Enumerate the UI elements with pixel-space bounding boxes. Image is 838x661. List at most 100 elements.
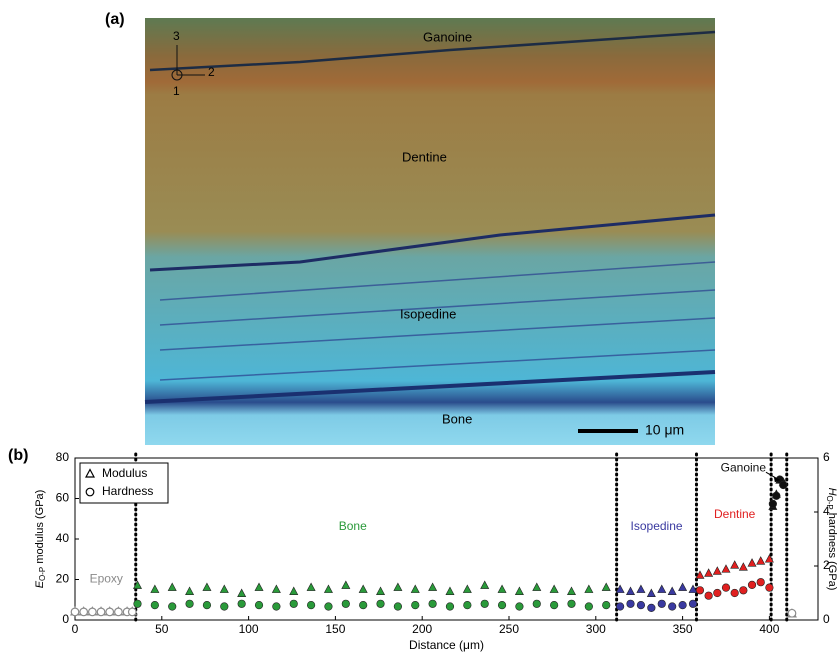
hardness-point bbox=[584, 602, 593, 611]
hardness-point bbox=[713, 588, 722, 598]
axis-symbol: H bbox=[826, 488, 838, 496]
modulus-point bbox=[764, 554, 774, 563]
hardness-point bbox=[602, 601, 611, 610]
axis-text: hardness (GPa) bbox=[826, 510, 838, 591]
hardness-point bbox=[289, 599, 298, 608]
axis-symbol: E bbox=[34, 580, 46, 588]
hardness-point bbox=[730, 588, 739, 598]
axis-label: 3 bbox=[173, 29, 180, 43]
micrograph-image bbox=[145, 18, 715, 445]
hardness-point bbox=[87, 607, 97, 617]
hardness-point bbox=[721, 583, 731, 592]
hardness-point bbox=[497, 601, 507, 610]
hardness-point bbox=[615, 602, 625, 611]
hardness-point bbox=[779, 480, 788, 490]
hardness-point bbox=[185, 599, 194, 608]
hardness-point bbox=[647, 603, 656, 612]
modulus-point bbox=[150, 584, 160, 593]
modulus-point bbox=[688, 584, 698, 593]
scale-label: 10 μm bbox=[645, 422, 684, 438]
legend-box bbox=[79, 462, 169, 504]
x-tick-label: 150 bbox=[325, 622, 345, 636]
hardness-point bbox=[756, 578, 765, 587]
y-tick-label: 20 bbox=[56, 572, 70, 586]
layer-label: Bone bbox=[442, 411, 472, 426]
modulus-point bbox=[480, 580, 490, 589]
modulus-point bbox=[721, 564, 731, 573]
layer-boundary bbox=[149, 213, 716, 272]
legend-label: Hardness bbox=[102, 484, 153, 498]
modulus-point bbox=[678, 582, 688, 591]
layer-label: Dentine bbox=[402, 149, 447, 164]
x-tick-label: 350 bbox=[673, 622, 693, 636]
hardness-point bbox=[480, 599, 489, 608]
hardness-point bbox=[428, 599, 437, 608]
layer-boundary bbox=[144, 370, 716, 404]
panel-label: (b) bbox=[8, 447, 28, 464]
modulus-point bbox=[462, 584, 472, 593]
modulus-point bbox=[254, 582, 264, 591]
hardness-point bbox=[747, 580, 757, 590]
modulus-point bbox=[376, 586, 386, 595]
modulus-point bbox=[584, 584, 594, 593]
hardness-point bbox=[678, 601, 687, 610]
hardness-point bbox=[70, 607, 80, 617]
modulus-point bbox=[566, 586, 576, 595]
legend-label: Modulus bbox=[102, 466, 147, 480]
modulus-point bbox=[132, 580, 142, 589]
hardness-point bbox=[626, 599, 635, 608]
y2-tick-label: 0 bbox=[823, 612, 830, 626]
hardness-point bbox=[150, 601, 159, 610]
axis-origin bbox=[171, 69, 183, 81]
hardness-point bbox=[306, 601, 316, 610]
layer-label: Ganoine bbox=[423, 29, 472, 44]
modulus-point bbox=[549, 584, 559, 593]
hardness-point bbox=[550, 601, 559, 610]
modulus-point bbox=[730, 560, 740, 569]
modulus-point bbox=[657, 584, 667, 593]
modulus-point bbox=[667, 586, 677, 595]
hardness-point bbox=[324, 602, 333, 611]
hardness-point bbox=[133, 599, 142, 608]
modulus-point bbox=[712, 566, 722, 575]
hardness-point bbox=[79, 607, 89, 617]
hardness-point bbox=[113, 607, 123, 617]
hardness-point bbox=[127, 607, 137, 617]
hardness-point bbox=[787, 608, 797, 618]
modulus-point bbox=[497, 584, 507, 593]
hardness-point bbox=[254, 601, 264, 610]
modulus-point bbox=[358, 584, 368, 593]
annotation-arrowhead bbox=[773, 476, 780, 483]
region-label: Epoxy bbox=[90, 572, 123, 586]
modulus-point bbox=[237, 588, 247, 597]
modulus-point bbox=[219, 584, 229, 593]
legend-marker bbox=[85, 487, 95, 497]
hardness-point bbox=[220, 602, 229, 611]
hardness-point bbox=[772, 491, 781, 500]
y-label: EO-P modulus (GPa) bbox=[34, 490, 47, 589]
hardness-point bbox=[393, 602, 402, 611]
hardness-point bbox=[445, 602, 455, 611]
x-axis-label: Distance (μm) bbox=[409, 638, 484, 652]
modulus-point bbox=[185, 586, 195, 595]
chart: 0 50 100 150 200 250 300 350 400 0 20 40 60 80 0 2 4 6 Dis… bbox=[34, 450, 838, 652]
scale-bar bbox=[578, 429, 638, 433]
y2-tick-label: 4 bbox=[823, 504, 830, 518]
modulus-point bbox=[646, 588, 656, 597]
hardness-point bbox=[463, 601, 472, 610]
x-tick-label: 200 bbox=[412, 622, 432, 636]
layer-label: Isopedine bbox=[400, 306, 456, 321]
modulus-point bbox=[747, 558, 757, 567]
region-label: Bone bbox=[339, 519, 367, 533]
hardness-point bbox=[515, 602, 524, 611]
hardness-point bbox=[636, 601, 646, 610]
modulus-point bbox=[626, 586, 636, 595]
hardness-point bbox=[768, 499, 777, 509]
legend-marker bbox=[85, 468, 95, 478]
y2-tick-label: 6 bbox=[823, 450, 830, 464]
axis-subscript: O-P bbox=[825, 496, 834, 510]
layer-boundary bbox=[149, 30, 716, 72]
x-tick-label: 50 bbox=[155, 622, 169, 636]
hardness-point bbox=[272, 602, 281, 611]
